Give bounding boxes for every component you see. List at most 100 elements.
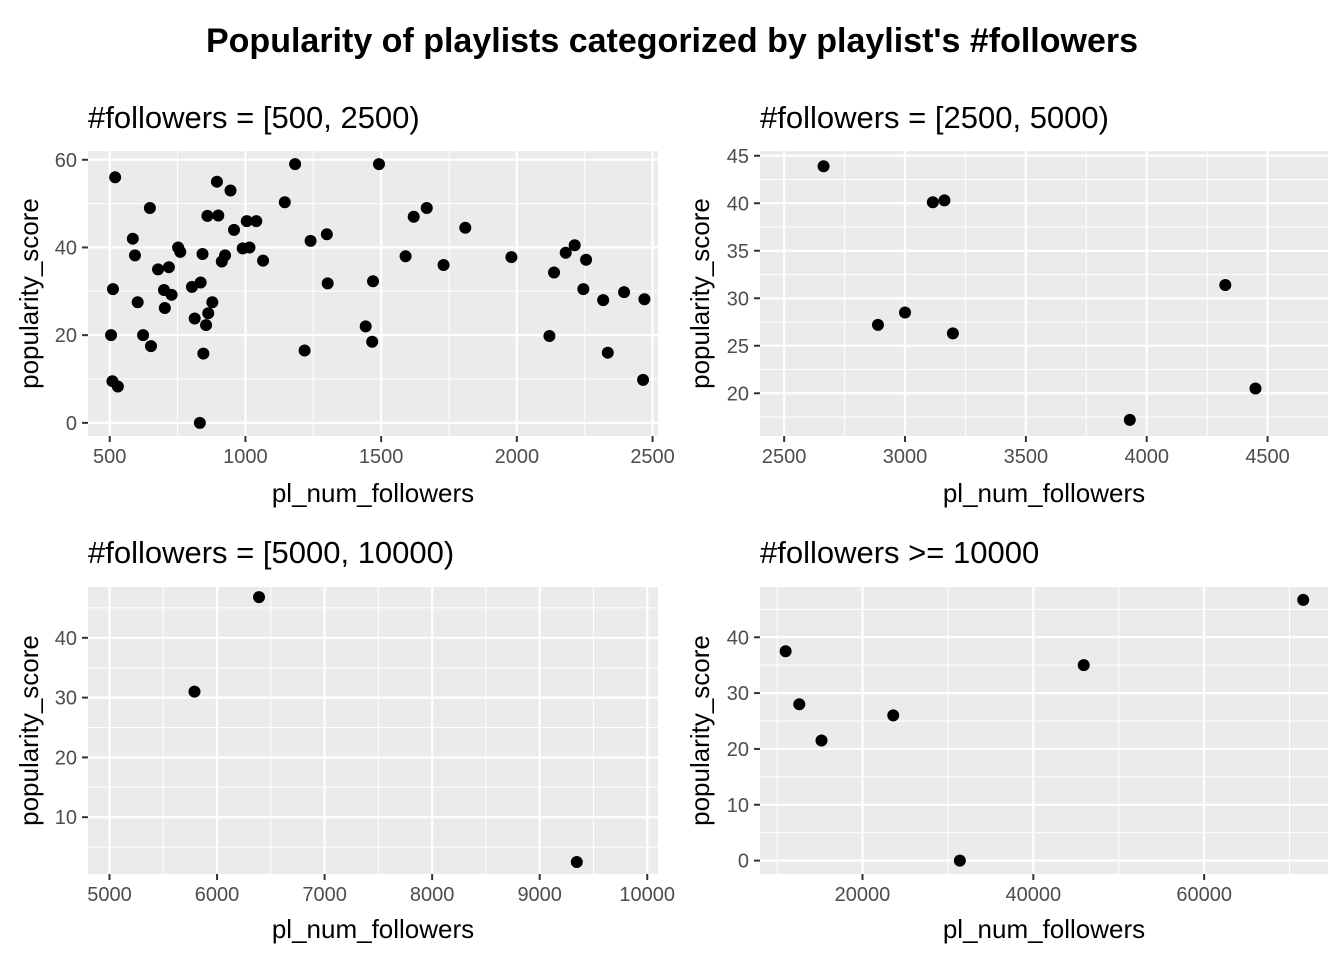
panel-4-y-tick-label: 20 <box>727 739 749 761</box>
panel-1-data-point <box>367 275 379 288</box>
panel-2: 2500 3000 3500 4000 4500 20 25 30 35 40 45 #follow… <box>685 100 1328 508</box>
panel-2-data-point <box>1123 413 1136 426</box>
panel-1-data-point <box>298 344 311 357</box>
panel-3-y-tick-label: 20 <box>55 747 77 769</box>
panel-1-x-tick-label: 2500 <box>630 446 675 468</box>
panel-1-data-point <box>228 223 241 236</box>
panel-3-x-tick-label: 6000 <box>195 884 240 906</box>
panel-3-x-tick-label: 10000 <box>619 884 675 906</box>
panel-2-y-tick-label: 25 <box>727 336 749 358</box>
panel-1-data-point <box>188 312 201 325</box>
panel-4-data-point <box>793 698 806 711</box>
panel-2-data-point <box>938 194 951 207</box>
panel-4-data-point <box>1297 593 1310 606</box>
panel-1-data-point <box>637 373 650 386</box>
panel-2-x-tick-label: 3500 <box>1004 446 1049 468</box>
panel-1-data-point <box>580 253 593 266</box>
panel-1-plot-area <box>88 151 658 436</box>
panel-1-data-point <box>399 250 412 263</box>
panel-3-y-axis-title: popularity_score <box>14 635 44 826</box>
panel-1-data-point <box>126 232 139 245</box>
panel-1-data-point <box>559 246 572 259</box>
panel-1-data-point <box>162 261 175 274</box>
panel-1-data-point <box>240 215 253 228</box>
panel-2-y-tick-label: 20 <box>727 383 749 405</box>
panel-1-data-point <box>158 301 171 314</box>
panel-4-y-tick-label: 40 <box>727 627 749 649</box>
panel-1-data-point <box>200 319 213 332</box>
panel-1-data-point <box>597 294 610 307</box>
panel-1-data-point <box>224 184 237 197</box>
panel-3-data-point <box>253 591 265 604</box>
panel-1-data-point <box>320 228 333 241</box>
panel-1-points <box>105 158 651 429</box>
panel-4-y-axis-title: popularity_score <box>685 635 715 826</box>
panel-1-axis-ticks: 500 1000 1500 2000 2500 0 20 40 60 <box>55 150 675 468</box>
panel-3-data-point <box>188 685 201 698</box>
panel-4-x-tick-label: 40000 <box>1006 884 1062 906</box>
panel-2-y-tick-label: 35 <box>727 241 749 263</box>
panel-2-y-tick-label: 40 <box>727 193 749 215</box>
panel-3-x-tick-label: 9000 <box>517 884 562 906</box>
panel-1-y-tick-label: 40 <box>55 237 77 259</box>
panel-1-title: #followers = [500, 2500) <box>88 100 420 135</box>
panel-4-grid <box>760 587 1328 874</box>
panel-2-y-tick-label: 30 <box>727 288 749 310</box>
panel-4-data-point <box>1077 659 1090 672</box>
panel-1-data-point <box>543 330 556 343</box>
panel-4-points <box>779 593 1310 867</box>
panel-1-data-point <box>197 347 210 360</box>
panel-1-y-tick-label: 20 <box>55 325 77 347</box>
panel-1-data-point <box>193 416 206 429</box>
panel-1-x-axis-title: pl_num_followers <box>272 478 474 508</box>
panel-2-data-point <box>926 196 939 209</box>
panel-1-data-point <box>196 248 209 261</box>
panel-2-axis-ticks: 2500 3000 3500 4000 4500 20 25 30 35 40 45 <box>727 146 1290 468</box>
panel-1-data-point <box>210 175 223 188</box>
panel-1-data-point <box>143 202 156 214</box>
panel-1-data-point <box>420 202 433 214</box>
panel-1-x-tick-label: 2000 <box>495 446 540 468</box>
panel-4-title: #followers >= 10000 <box>760 535 1039 570</box>
panel-1-data-point <box>577 283 590 296</box>
panel-1-data-point <box>219 249 232 262</box>
panel-2-grid <box>760 151 1328 436</box>
panel-1-x-tick-label: 1500 <box>359 446 404 468</box>
panel-1-y-tick-label: 60 <box>55 150 77 172</box>
panel-2-y-axis-title: popularity_score <box>685 198 715 389</box>
panel-3: 5000 6000 7000 8000 9000 10000 10 20 30 40 #follo… <box>14 535 675 944</box>
panel-4-data-point <box>779 645 792 658</box>
panel-1-data-point <box>206 296 219 309</box>
panel-3-y-tick-label: 30 <box>55 688 77 710</box>
panel-2-x-tick-label: 4000 <box>1124 446 1169 468</box>
panel-3-axis-ticks: 5000 6000 7000 8000 9000 10000 10 20 30 40 <box>55 628 675 906</box>
panel-1-data-point <box>111 380 124 393</box>
panel-4-x-tick-label: 60000 <box>1176 884 1232 906</box>
panel-2-data-point <box>871 318 884 331</box>
panel-1-data-point <box>289 158 302 171</box>
panel-1-data-point <box>505 251 518 264</box>
panel-1-data-point <box>105 329 118 342</box>
panel-1-data-point <box>131 296 144 309</box>
panel-1-data-point <box>144 340 157 353</box>
panel-1-data-point <box>359 320 372 333</box>
panel-4-plot-area <box>760 587 1328 874</box>
panel-2-y-tick-label: 45 <box>727 146 749 168</box>
panel-3-y-tick-label: 40 <box>55 628 77 650</box>
panel-1-data-point <box>212 209 225 222</box>
panel-2-title: #followers = [2500, 5000) <box>760 100 1109 135</box>
panel-1-data-point <box>201 209 214 222</box>
panel-3-data-point <box>570 856 583 869</box>
panel-3-x-tick-label: 8000 <box>410 884 455 906</box>
panel-1-data-point <box>250 215 263 228</box>
panel-4-x-axis-title: pl_num_followers <box>943 914 1145 944</box>
panel-3-grid <box>88 587 658 874</box>
panel-4-data-point <box>887 709 900 722</box>
panel-4-data-point <box>953 854 966 867</box>
panel-1-data-point <box>407 210 420 223</box>
panel-4-axis-ticks: 20000 40000 60000 0 10 20 30 40 <box>727 627 1232 906</box>
panel-1-data-point <box>304 234 317 247</box>
panel-2-x-tick-label: 3000 <box>883 446 928 468</box>
panel-1-data-point <box>372 158 385 171</box>
